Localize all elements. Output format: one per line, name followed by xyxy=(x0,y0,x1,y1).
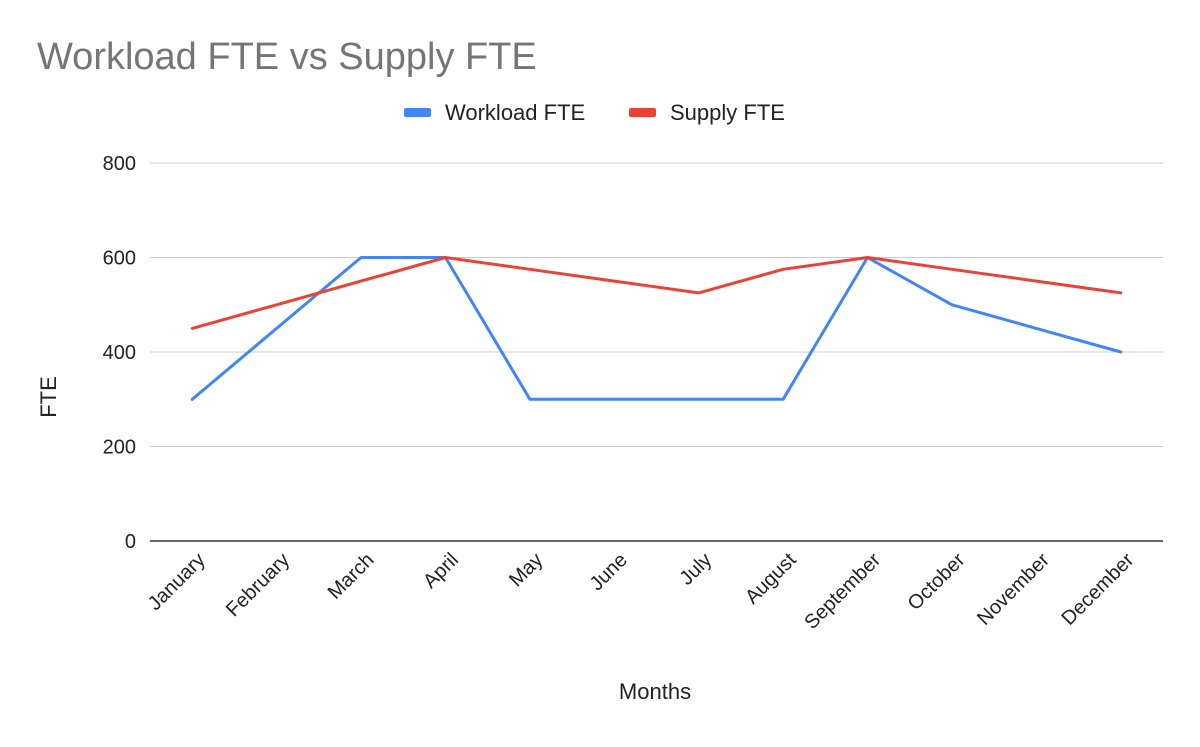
series-layer xyxy=(192,257,1121,399)
x-tick-label: June xyxy=(586,549,632,595)
y-tick-label: 800 xyxy=(103,153,136,175)
x-axis-label: Months xyxy=(619,679,691,704)
x-tick-label: November xyxy=(973,549,1054,630)
x-tick-label: July xyxy=(676,549,717,590)
x-tick-label: May xyxy=(505,549,547,591)
chart-title: Workload FTE vs Supply FTE xyxy=(37,36,537,78)
series-line-workload xyxy=(192,258,1121,400)
legend: Workload FTE Supply FTE xyxy=(404,100,785,125)
series-line-supply xyxy=(192,258,1121,329)
x-tick-label: February xyxy=(222,549,294,621)
y-tick-label: 0 xyxy=(125,531,136,553)
x-tick-label: September xyxy=(800,549,885,634)
x-tick-label: August xyxy=(741,549,801,609)
x-tick-label: December xyxy=(1058,549,1139,630)
legend-swatch-supply xyxy=(629,108,656,117)
legend-swatch-workload xyxy=(404,108,431,117)
y-tick-label: 200 xyxy=(103,437,136,459)
x-tick-label: October xyxy=(904,549,970,615)
x-tick-label: March xyxy=(324,549,379,604)
y-tick-label: 600 xyxy=(103,248,136,270)
gridlines xyxy=(150,163,1163,447)
legend-label-supply: Supply FTE xyxy=(670,100,785,125)
x-tick-label: April xyxy=(419,549,463,593)
y-axis-label: FTE xyxy=(36,376,61,418)
x-tick-label: January xyxy=(144,549,210,615)
legend-label-workload: Workload FTE xyxy=(445,100,585,125)
y-tick-label: 400 xyxy=(103,342,136,364)
y-axis-ticks: 0 200 400 600 800 xyxy=(103,153,136,553)
